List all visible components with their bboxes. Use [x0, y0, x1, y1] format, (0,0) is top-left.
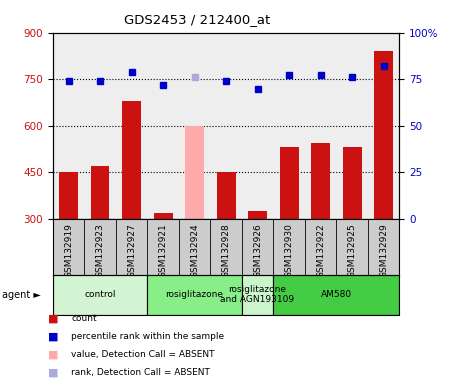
- Text: value, Detection Call = ABSENT: value, Detection Call = ABSENT: [71, 350, 215, 359]
- Text: GSM132928: GSM132928: [222, 223, 230, 278]
- Text: rank, Detection Call = ABSENT: rank, Detection Call = ABSENT: [71, 368, 210, 377]
- Bar: [53, 275, 147, 315]
- Text: agent ►: agent ►: [2, 290, 41, 300]
- Bar: [217, 172, 235, 219]
- Bar: [59, 172, 78, 219]
- Text: percentile rank within the sample: percentile rank within the sample: [71, 332, 224, 341]
- Bar: [248, 211, 267, 219]
- Bar: [242, 275, 273, 315]
- Text: count: count: [71, 314, 97, 323]
- Text: rosiglitazone: rosiglitazone: [166, 290, 224, 299]
- Text: ■: ■: [48, 350, 59, 360]
- Text: GSM132921: GSM132921: [158, 223, 168, 278]
- Text: GSM132925: GSM132925: [347, 223, 357, 278]
- Bar: [273, 275, 399, 315]
- Bar: [90, 166, 110, 219]
- Text: GSM132929: GSM132929: [379, 223, 388, 278]
- Text: GDS2453 / 212400_at: GDS2453 / 212400_at: [124, 13, 270, 26]
- Bar: [154, 213, 173, 219]
- Bar: [185, 126, 204, 219]
- Text: GSM132923: GSM132923: [95, 223, 105, 278]
- Bar: [374, 51, 393, 219]
- Text: ■: ■: [48, 314, 59, 324]
- Bar: [342, 147, 362, 219]
- Text: ■: ■: [48, 332, 59, 342]
- Text: GSM132927: GSM132927: [127, 223, 136, 278]
- Bar: [147, 275, 242, 315]
- Bar: [311, 143, 330, 219]
- Bar: [280, 147, 298, 219]
- Text: ■: ■: [48, 368, 59, 378]
- Text: rosiglitazone
and AGN193109: rosiglitazone and AGN193109: [220, 285, 295, 305]
- Text: GSM132924: GSM132924: [190, 223, 199, 278]
- Text: GSM132919: GSM132919: [64, 223, 73, 278]
- Text: GSM132926: GSM132926: [253, 223, 262, 278]
- Text: GSM132930: GSM132930: [285, 223, 294, 278]
- Text: AM580: AM580: [321, 290, 352, 299]
- Text: GSM132922: GSM132922: [316, 223, 325, 278]
- Text: control: control: [84, 290, 116, 299]
- Bar: [122, 101, 141, 219]
